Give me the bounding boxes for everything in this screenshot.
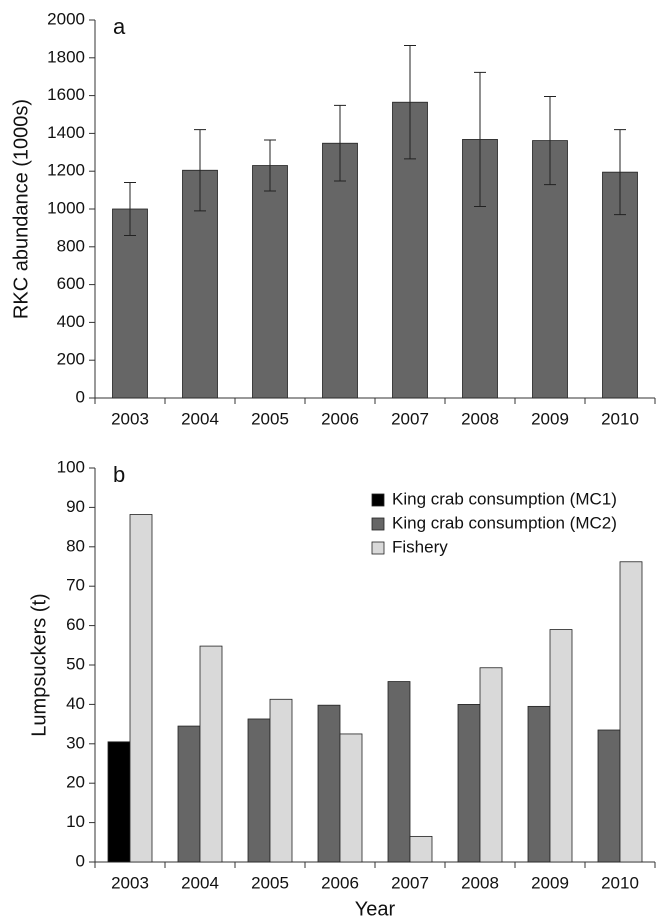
bar xyxy=(247,718,271,863)
x-tick-label: 2007 xyxy=(391,409,429,428)
bar xyxy=(409,835,433,863)
bar xyxy=(112,208,148,399)
y-tick-label: 0 xyxy=(76,851,85,870)
bar xyxy=(269,698,293,863)
x-tick-label: 2004 xyxy=(181,873,219,892)
x-tick-label: 2010 xyxy=(601,873,639,892)
y-tick-label: 80 xyxy=(66,536,85,555)
panel-label: b xyxy=(113,462,125,487)
x-tick-label: 2003 xyxy=(111,873,149,892)
x-axis-title: Year xyxy=(355,898,396,920)
x-tick-label: 2004 xyxy=(181,409,219,428)
legend-swatch xyxy=(371,493,385,507)
bar xyxy=(317,704,341,863)
x-tick-label: 2009 xyxy=(531,409,569,428)
y-tick-label: 90 xyxy=(66,497,85,516)
x-tick-label: 2003 xyxy=(111,409,149,428)
y-tick-label: 70 xyxy=(66,576,85,595)
bar xyxy=(549,629,573,863)
error-bar xyxy=(404,45,416,160)
y-tick-label: 600 xyxy=(57,274,85,293)
panel-label: a xyxy=(113,14,126,39)
x-tick-label: 2009 xyxy=(531,873,569,892)
x-tick-label: 2008 xyxy=(461,409,499,428)
error-bar xyxy=(474,71,486,208)
bar xyxy=(387,681,411,863)
error-bar xyxy=(334,104,346,182)
y-tick-label: 1200 xyxy=(47,161,85,180)
error-bar xyxy=(124,182,136,236)
bar xyxy=(457,704,481,863)
bar xyxy=(339,733,363,863)
x-tick-label: 2005 xyxy=(251,873,289,892)
bar xyxy=(129,514,153,863)
legend-swatch xyxy=(371,517,385,531)
y-axis-title: Lumpsuckers (t) xyxy=(28,593,50,736)
bar xyxy=(252,165,288,399)
error-bar xyxy=(544,96,556,186)
legend-label: King crab consumption (MC1) xyxy=(392,489,617,508)
x-tick-label: 2005 xyxy=(251,409,289,428)
error-bar xyxy=(614,129,626,216)
legend-swatch xyxy=(371,541,385,555)
bar xyxy=(322,142,358,399)
y-tick-label: 1400 xyxy=(47,123,85,142)
bar xyxy=(527,705,551,863)
x-tick-label: 2007 xyxy=(391,873,429,892)
y-tick-label: 1800 xyxy=(47,47,85,66)
bar xyxy=(199,645,223,863)
x-tick-label: 2008 xyxy=(461,873,499,892)
error-bar xyxy=(194,129,206,212)
x-tick-label: 2010 xyxy=(601,409,639,428)
y-tick-label: 30 xyxy=(66,733,85,752)
y-tick-label: 2000 xyxy=(47,9,85,28)
bar xyxy=(479,667,503,863)
y-tick-label: 10 xyxy=(66,812,85,831)
bar xyxy=(107,741,131,863)
y-tick-label: 400 xyxy=(57,312,85,331)
bar xyxy=(597,729,621,863)
y-tick-label: 0 xyxy=(76,387,85,406)
legend-label: Fishery xyxy=(392,537,448,556)
y-tick-label: 800 xyxy=(57,236,85,255)
y-tick-label: 1000 xyxy=(47,198,85,217)
y-axis-title: RKC abundance (1000s) xyxy=(10,99,32,319)
y-tick-label: 40 xyxy=(66,694,85,713)
x-tick-label: 2006 xyxy=(321,873,359,892)
y-tick-label: 100 xyxy=(57,457,85,476)
error-bar xyxy=(264,139,276,192)
y-tick-label: 1600 xyxy=(47,85,85,104)
y-tick-label: 200 xyxy=(57,350,85,369)
bar xyxy=(619,561,643,863)
legend-label: King crab consumption (MC2) xyxy=(392,513,617,532)
bar xyxy=(177,725,201,863)
y-tick-label: 60 xyxy=(66,615,85,634)
x-tick-label: 2006 xyxy=(321,409,359,428)
y-tick-label: 20 xyxy=(66,773,85,792)
y-tick-label: 50 xyxy=(66,654,85,673)
